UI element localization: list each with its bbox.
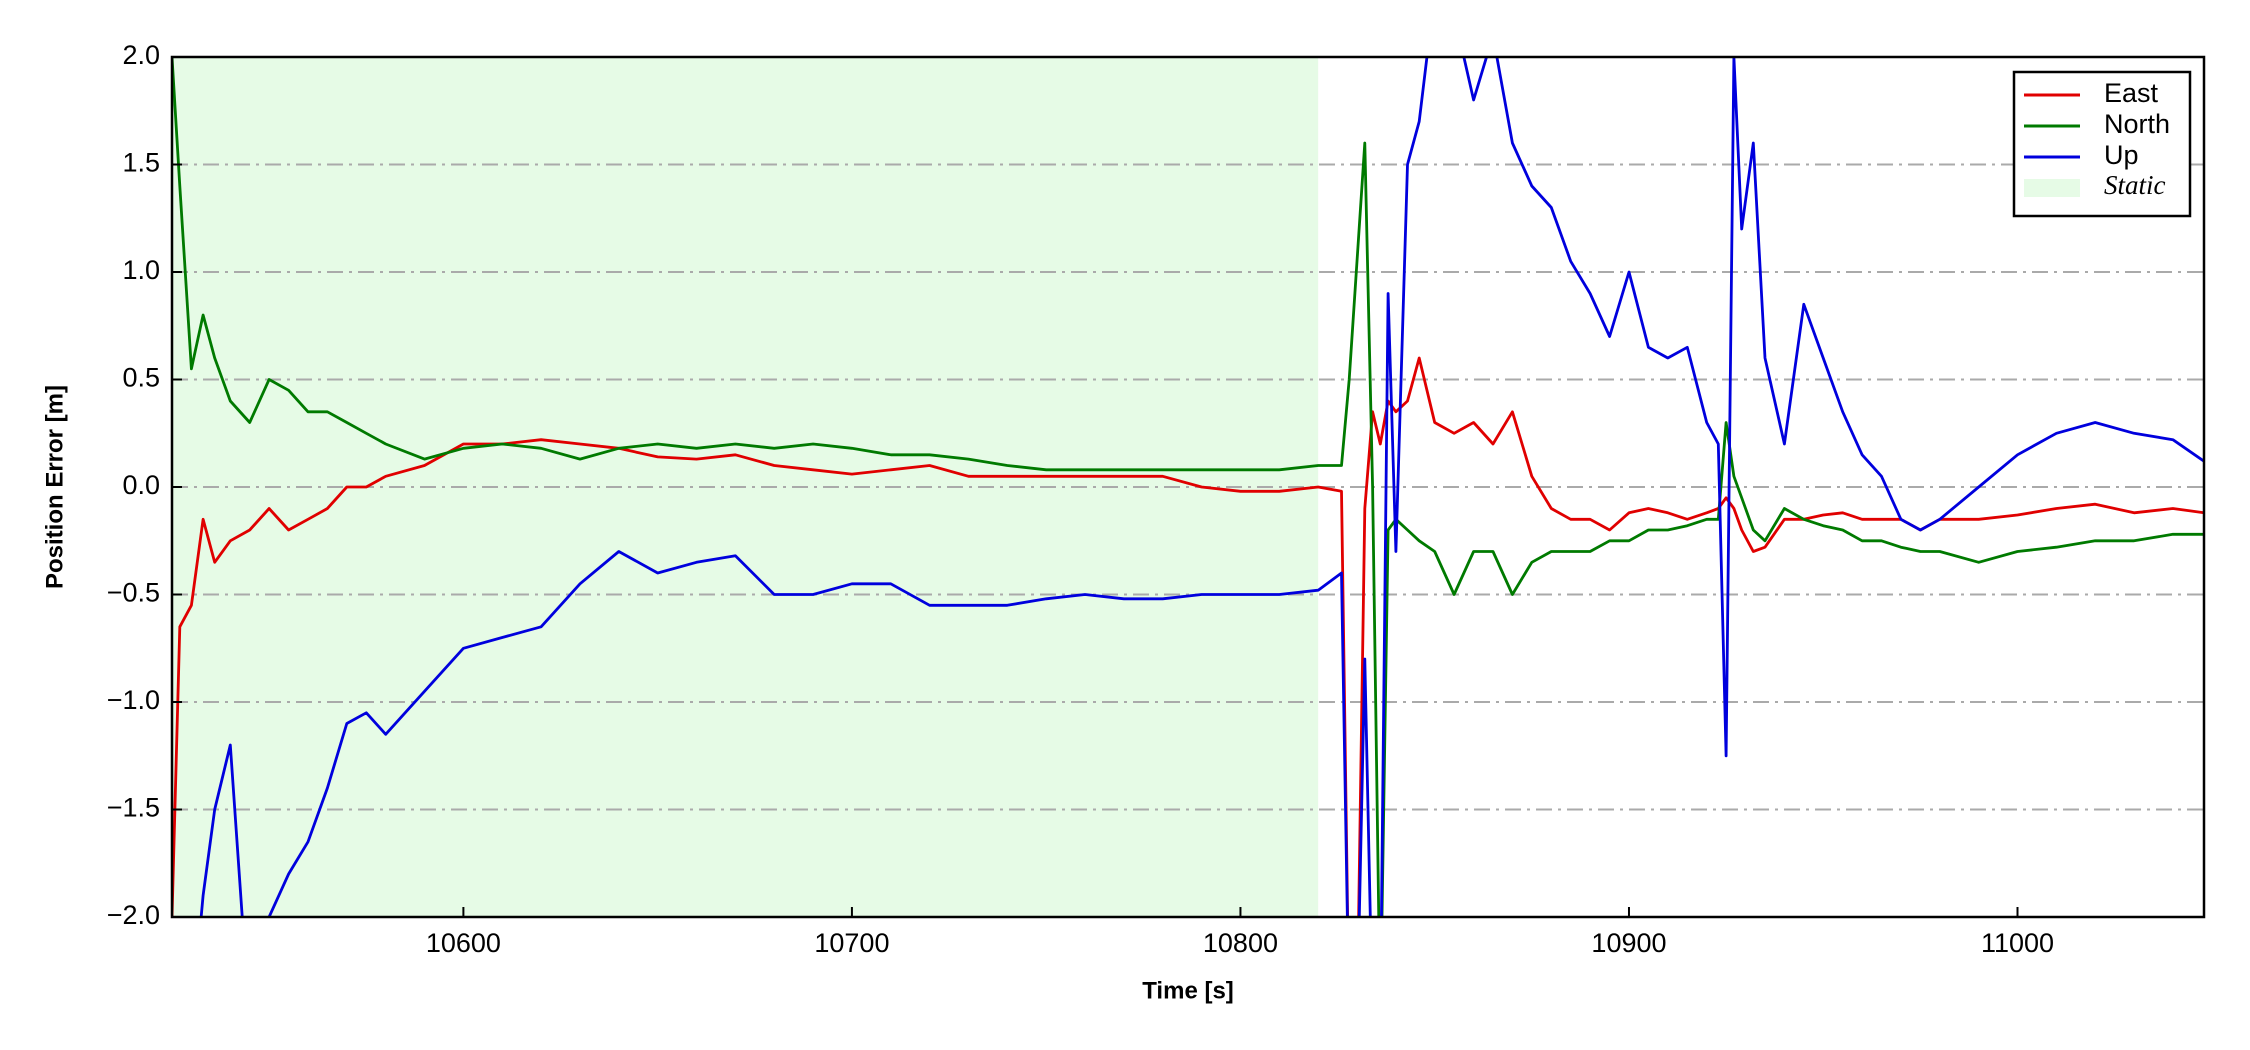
y-tick-label: −1.5 — [107, 793, 160, 823]
legend-swatch — [2024, 179, 2080, 197]
y-tick-label: −2.0 — [107, 900, 160, 930]
y-tick-label: 0.0 — [122, 470, 160, 500]
series-line — [172, 57, 2204, 917]
legend-label: Static — [2104, 170, 2166, 200]
y-tick-label: −1.0 — [107, 685, 160, 715]
x-tick-label: 11000 — [1981, 928, 2054, 958]
y-axis-label: Position Error [m] — [41, 385, 68, 589]
y-tick-label: 2.0 — [122, 40, 160, 70]
ticks: −2.0 −1.5 −1.0 −0.5 0.0 0.5 1.0 1.5 2.0 10600 1070… — [107, 40, 2054, 958]
y-tick-label: 1.0 — [122, 255, 160, 285]
legend-label: East — [2104, 78, 2159, 108]
x-tick-label: 10700 — [814, 928, 889, 958]
y-tick-label: 0.5 — [122, 363, 160, 393]
x-tick-label: 10900 — [1591, 928, 1666, 958]
lines — [172, 57, 2204, 917]
x-tick-label: 10600 — [426, 928, 501, 958]
series-line — [199, 57, 2204, 917]
x-tick-label: 10800 — [1203, 928, 1278, 958]
legend-label: Up — [2104, 140, 2139, 170]
y-tick-label: 1.5 — [122, 148, 160, 178]
y-tick-label: −0.5 — [107, 578, 160, 608]
x-axis-label: Time [s] — [1142, 977, 1234, 1004]
legend-label: North — [2104, 109, 2170, 139]
